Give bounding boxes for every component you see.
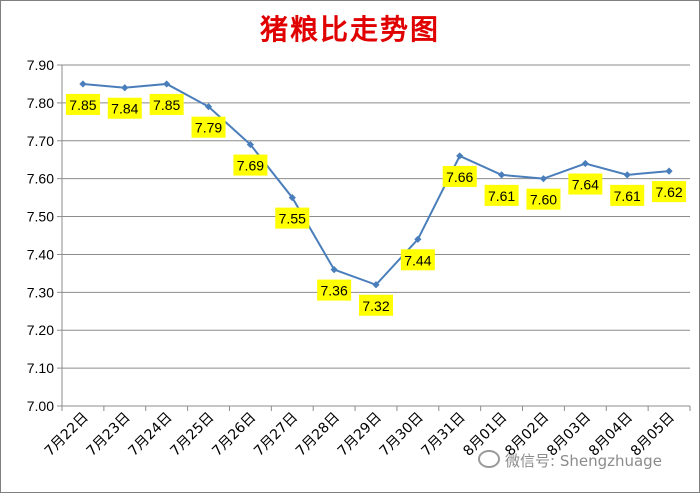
y-tick-label: 7.70 — [27, 133, 54, 149]
data-label: 7.61 — [614, 188, 641, 204]
y-tick-label: 7.10 — [27, 360, 54, 376]
y-tick-label: 7.80 — [27, 95, 54, 111]
data-point — [288, 194, 296, 202]
data-label: 7.60 — [530, 192, 557, 208]
data-label-bg — [359, 294, 393, 316]
data-point — [121, 84, 129, 92]
x-tick-label: 7月29日 — [335, 410, 385, 460]
axes — [57, 64, 691, 411]
data-label-bg — [400, 249, 435, 271]
data-point — [581, 159, 589, 168]
x-tick-label: 7月31日 — [419, 410, 469, 460]
data-label-bg — [317, 279, 352, 301]
data-label: 7.84 — [111, 101, 138, 117]
x-tick-label: 7月24日 — [125, 410, 175, 460]
data-point — [414, 235, 422, 243]
data-label-bg — [275, 207, 310, 229]
data-label-bg — [191, 116, 226, 138]
chart-title: 猪粮比走势图 — [259, 13, 440, 46]
data-label-bg — [484, 184, 519, 206]
watermark-text: 微信号: Shengzhuage — [505, 452, 662, 470]
data-point — [246, 140, 254, 149]
data-point — [498, 171, 506, 179]
data-label-bg — [442, 165, 477, 187]
x-tick-label: 7月30日 — [377, 410, 427, 460]
data-label-bg — [65, 93, 100, 115]
x-tick-label: 7月28日 — [293, 410, 343, 460]
data-label: 7.62 — [655, 184, 682, 200]
data-label: 7.44 — [404, 252, 431, 268]
wechat-icon — [478, 450, 500, 468]
data-label-bg — [652, 181, 687, 203]
data-label: 7.55 — [279, 211, 306, 227]
y-tick-labels: 7.00 7.10 7.20 7.30 7.40 7.50 7.60 7.70 7.80 7.90 — [27, 57, 54, 414]
data-label-bg — [149, 93, 184, 115]
data-label-bg — [233, 154, 268, 176]
x-tick-label: 7月26日 — [209, 410, 259, 460]
data-point — [539, 175, 548, 183]
data-label: 7.36 — [321, 283, 348, 299]
data-point — [372, 281, 380, 289]
data-label-bg — [526, 188, 561, 210]
y-tick-label: 7.40 — [27, 246, 54, 262]
data-point — [330, 266, 338, 274]
data-point — [163, 80, 171, 88]
data-label-bg — [568, 173, 603, 195]
data-label: 7.66 — [446, 169, 473, 185]
data-label-bg — [107, 97, 142, 119]
y-tick-label: 7.20 — [27, 322, 54, 338]
x-tick-label: 7月22日 — [42, 410, 92, 460]
data-point — [623, 171, 631, 179]
data-point — [79, 80, 87, 88]
x-tick-label: 7月23日 — [84, 410, 134, 460]
y-tick-label: 7.60 — [27, 171, 54, 187]
x-tick-label: 7月27日 — [251, 410, 301, 460]
data-label: 7.85 — [69, 97, 96, 113]
data-label: 7.32 — [362, 298, 389, 314]
data-label: 7.79 — [195, 120, 222, 136]
data-label: 7.64 — [572, 177, 599, 193]
data-point — [665, 167, 673, 175]
y-tick-label: 7.30 — [27, 284, 54, 300]
data-label-bg — [610, 184, 645, 206]
y-tick-label: 7.50 — [27, 209, 54, 225]
x-tick-label: 7月25日 — [167, 410, 217, 460]
y-tick-label: 7.90 — [27, 57, 54, 73]
y-tick-label: 7.00 — [27, 398, 54, 414]
data-labels: 7.85 7.84 7.85 7.79 7.69 7.55 7.36 7.32 7.44 7.66… — [65, 93, 687, 316]
data-label: 7.69 — [237, 158, 264, 174]
series-line — [79, 80, 673, 289]
data-point — [204, 103, 213, 111]
data-label: 7.61 — [488, 188, 515, 204]
watermark: 微信号: Shengzhuage — [478, 450, 662, 471]
data-label: 7.85 — [153, 97, 180, 113]
data-point — [456, 152, 464, 160]
